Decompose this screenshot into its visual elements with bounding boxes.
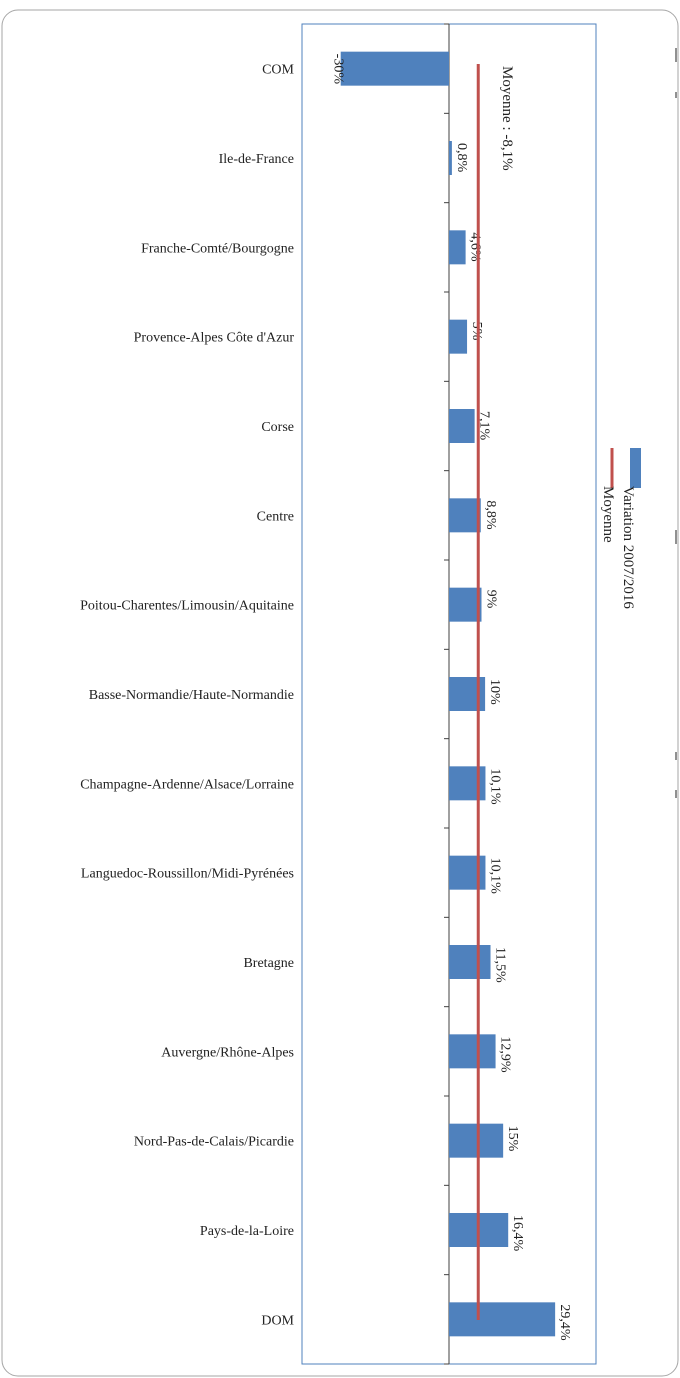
bar-9 bbox=[449, 855, 486, 890]
category-label: DOM bbox=[261, 1313, 294, 1328]
data-label: 8,8% bbox=[483, 500, 498, 530]
outer-card bbox=[1, 9, 679, 1377]
data-label: 9% bbox=[483, 590, 498, 609]
category-label: Auvergne/Rhône-Alpes bbox=[161, 1045, 294, 1060]
bar-12 bbox=[449, 1123, 504, 1158]
axis-ticks bbox=[444, 23, 449, 1365]
category-label: Ile-de-France bbox=[219, 152, 294, 167]
category-label: Bretagne bbox=[243, 956, 294, 971]
legend-swatch-variation bbox=[630, 448, 641, 488]
category-label: Champagne-Ardenne/Alsace/Lorraine bbox=[80, 777, 294, 792]
bar-5 bbox=[449, 498, 481, 533]
bar-1 bbox=[449, 141, 452, 175]
bar-4 bbox=[449, 409, 475, 443]
category-label: Franche-Comté/Bourgogne bbox=[141, 241, 294, 256]
legend-label-variation: Variation 2007/2016 bbox=[620, 486, 636, 609]
category-label: Poitou-Charentes/Limousin/Aquitaine bbox=[80, 599, 294, 614]
category-label: Pays-de-la-Loire bbox=[200, 1224, 294, 1239]
data-label: 11,5% bbox=[493, 947, 508, 983]
data-label: 10% bbox=[487, 679, 502, 705]
data-labels: -30% 0,8% 4,6% 5% 7,1% 8,8% 9% 10% 10,1% 10,1% 11,… bbox=[331, 54, 572, 1341]
data-label: 5% bbox=[469, 322, 484, 341]
bar-3 bbox=[449, 319, 468, 354]
data-label: 7,1% bbox=[477, 411, 492, 441]
data-label: 4,6% bbox=[468, 232, 483, 261]
moyenne-annotation: Moyenne : -8,1% bbox=[499, 66, 515, 171]
bar-2 bbox=[449, 230, 466, 265]
category-label: Languedoc-Roussillon/Midi-Pyrénées bbox=[81, 867, 294, 882]
category-label: Provence-Alpes Côte d'Azur bbox=[134, 331, 295, 346]
legend-label-moyenne: Moyenne bbox=[600, 486, 616, 543]
data-label: -30% bbox=[331, 54, 346, 85]
legend: Variation 2007/2016 Moyenne bbox=[600, 448, 641, 609]
bar-0 bbox=[340, 51, 449, 86]
category-label: Nord-Pas-de-Calais/Picardie bbox=[134, 1135, 294, 1150]
category-labels: COM Ile-de-France Franche-Comté/Bourgogne P… bbox=[80, 63, 294, 1329]
data-label: 15% bbox=[505, 1126, 520, 1152]
data-label: 10,1% bbox=[487, 768, 502, 805]
bar-14 bbox=[449, 1302, 556, 1337]
data-label: 10,1% bbox=[487, 858, 502, 895]
bar-8 bbox=[449, 766, 486, 801]
category-label: COM bbox=[262, 63, 294, 78]
category-label: Centre bbox=[257, 509, 294, 524]
bar-10 bbox=[449, 945, 491, 979]
category-label: Basse-Normandie/Haute-Normandie bbox=[89, 688, 294, 703]
data-label: 16,4% bbox=[510, 1215, 525, 1252]
data-label: 0,8% bbox=[454, 143, 469, 173]
bar-6 bbox=[449, 587, 482, 622]
data-label: 12,9% bbox=[498, 1036, 513, 1073]
category-label: Corse bbox=[261, 420, 294, 435]
bar-11 bbox=[449, 1034, 496, 1069]
data-label: 29,4% bbox=[557, 1304, 572, 1341]
